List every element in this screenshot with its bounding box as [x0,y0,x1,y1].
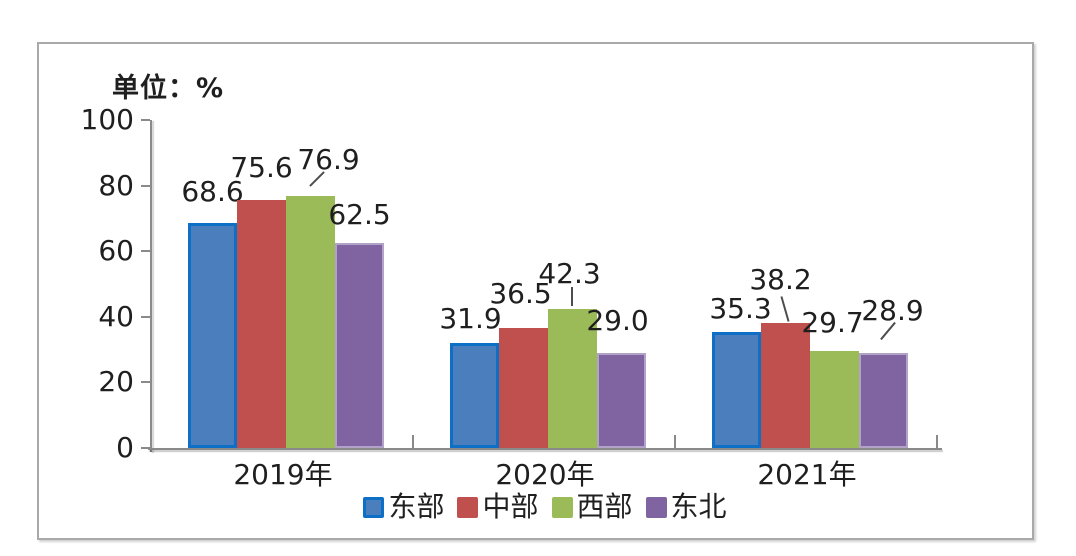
y-axis-label: 40 [98,299,134,333]
bar-northeast-2020: 29.0 [586,305,649,448]
bar-northeast-2019: 62.5 [328,199,391,448]
data-label: 75.6 [230,150,293,184]
y-axis-tick [141,250,150,253]
bar-central-2020: 36.5 [489,279,552,448]
data-label: 31.9 [439,302,502,336]
data-label: 28.9 [861,293,924,327]
x-axis-tick [674,435,676,448]
bar-west-2021: 29.7 [801,308,864,448]
legend-label: 中部 [482,490,539,523]
bar-east-2020: 31.9 [439,304,502,448]
legend-swatch-west [551,496,573,518]
legend-swatch-central [457,496,479,518]
legend-item-northeast: 东北 [645,490,727,523]
unit-label: 单位：% [112,73,225,104]
data-label: 38.2 [749,263,812,297]
y-axis-label: 60 [98,234,134,268]
y-axis-label: 20 [98,365,134,399]
plot-area: 0 20 40 60 80 100 68.6 75.6 76.9 62.5 31.9 36… [81,105,942,490]
data-label: 35.3 [709,291,772,325]
x-axis-line [148,448,942,450]
bar-east-2019: 68.6 [181,176,244,448]
y-axis-tick [141,184,150,187]
x-axis-label: 2020年 [495,458,595,491]
y-axis-label: 100 [80,103,134,136]
data-label: 68.6 [181,174,244,208]
x-axis-tick [936,435,938,448]
bar-west-2020: 42.3 [538,259,601,448]
y-axis-line [150,120,152,452]
bar-east-2021: 35.3 [709,293,772,448]
y-axis-label: 0 [116,431,134,464]
x-axis-label: 2021年 [757,458,857,491]
data-label: 62.5 [328,197,391,231]
data-label: 29.0 [586,303,649,337]
data-label: 76.9 [297,143,360,177]
bar-central-2021: 38.2 [749,265,812,448]
legend-label: 东部 [388,490,445,523]
y-axis-tick [141,447,150,449]
y-axis-tick [141,315,150,318]
legend-swatch-east [363,496,385,518]
y-axis-tick [141,119,150,121]
legend: 东部 中部 西部 东北 [152,492,938,522]
bar-west-2019: 76.9 [286,145,360,448]
legend-label: 西部 [576,490,633,523]
data-label: 36.5 [489,276,552,310]
y-axis-label: 80 [98,168,134,202]
x-axis-label: 2019年 [233,458,333,491]
legend-swatch-northeast [645,496,667,518]
bar-central-2019: 75.6 [230,152,293,448]
bar-northeast-2021: 28.9 [859,295,924,448]
legend-item-east: 东部 [363,492,444,522]
x-axis-tick [412,435,414,448]
legend-label: 东北 [670,490,727,523]
label-leader-line [780,295,790,322]
data-label: 29.7 [801,306,864,340]
y-axis-tick [141,381,150,384]
legend-item-west: 西部 [551,490,633,523]
label-leader-line [571,287,573,307]
legend-item-central: 中部 [457,490,539,523]
data-label: 42.3 [538,256,601,290]
